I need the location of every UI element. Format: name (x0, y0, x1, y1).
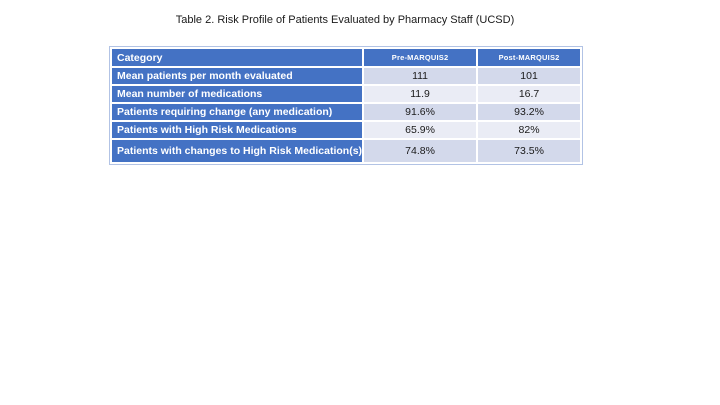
cell-value-post: 101 (478, 68, 581, 84)
table-row: Mean number of medications 11.9 16.7 (112, 86, 581, 102)
table-header-row: Category Pre-MARQUIS2 Post-MARQUIS2 (112, 49, 581, 66)
risk-table: Category Pre-MARQUIS2 Post-MARQUIS2 Mean… (110, 47, 583, 164)
cell-value-post: 93.2% (478, 104, 581, 120)
table-row: Patients with changes to High Risk Medic… (112, 140, 581, 162)
column-header-post-marquis2: Post-MARQUIS2 (478, 49, 581, 66)
row-label: Mean patients per month evaluated (112, 68, 363, 84)
cell-value-pre: 65.9% (364, 122, 477, 138)
table-row: Patients requiring change (any medicatio… (112, 104, 581, 120)
row-label: Patients with changes to High Risk Medic… (112, 140, 363, 162)
cell-value-post: 16.7 (478, 86, 581, 102)
column-header-pre-marquis2: Pre-MARQUIS2 (364, 49, 477, 66)
row-label: Patients with High Risk Medications (112, 122, 363, 138)
column-header-category: Category (112, 49, 363, 66)
row-label: Patients requiring change (any medicatio… (112, 104, 363, 120)
row-label: Mean number of medications (112, 86, 363, 102)
cell-value-pre: 11.9 (364, 86, 477, 102)
table-title: Table 2. Risk Profile of Patients Evalua… (175, 14, 515, 26)
cell-value-pre: 91.6% (364, 104, 477, 120)
table-row: Patients with High Risk Medications 65.9… (112, 122, 581, 138)
cell-value-post: 82% (478, 122, 581, 138)
cell-value-post: 73.5% (478, 140, 581, 162)
table-row: Mean patients per month evaluated 111 10… (112, 68, 581, 84)
cell-value-pre: 111 (364, 68, 477, 84)
risk-profile-table: Category Pre-MARQUIS2 Post-MARQUIS2 Mean… (109, 46, 584, 165)
cell-value-pre: 74.8% (364, 140, 477, 162)
